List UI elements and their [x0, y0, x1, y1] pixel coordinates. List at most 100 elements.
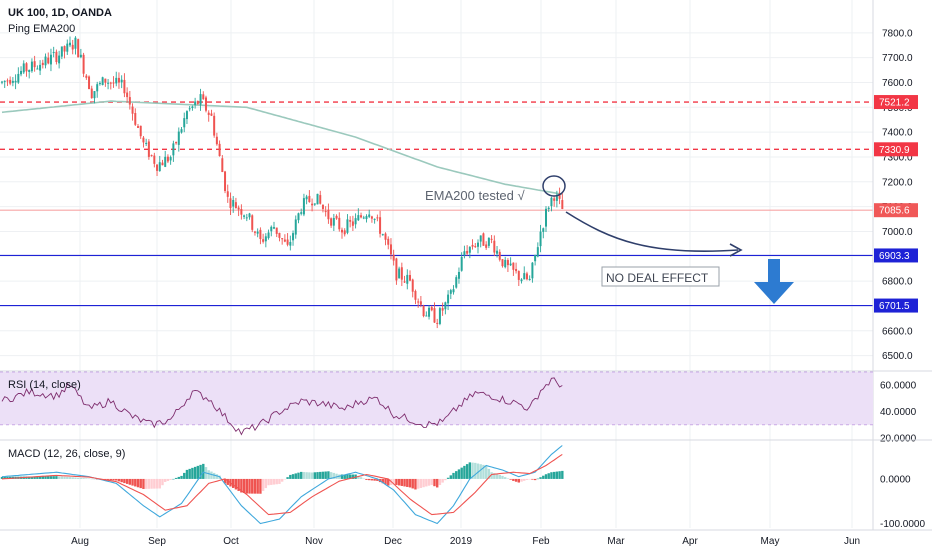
candle[interactable]: [145, 138, 148, 147]
candle[interactable]: [218, 140, 221, 157]
candle[interactable]: [273, 221, 275, 230]
price-pane[interactable]: EMA200 tested √ NO DEAL EFFECT UK 100, 1…: [0, 0, 873, 528]
candlesticks[interactable]: [1, 36, 564, 329]
candle[interactable]: [270, 225, 273, 237]
candle[interactable]: [327, 203, 330, 224]
candle[interactable]: [22, 60, 25, 75]
candle[interactable]: [487, 237, 490, 249]
candle[interactable]: [259, 227, 262, 245]
candle[interactable]: [120, 75, 123, 89]
candle[interactable]: [319, 190, 322, 205]
candle[interactable]: [343, 228, 346, 237]
candle[interactable]: [150, 154, 153, 157]
candle[interactable]: [172, 140, 175, 162]
candle[interactable]: [525, 271, 528, 281]
candle[interactable]: [14, 74, 17, 90]
candle[interactable]: [528, 275, 531, 281]
candle[interactable]: [6, 78, 9, 87]
candle[interactable]: [88, 75, 91, 90]
candle[interactable]: [226, 184, 229, 203]
candle[interactable]: [474, 243, 477, 248]
candle[interactable]: [419, 296, 422, 308]
candle[interactable]: [389, 238, 392, 260]
candle[interactable]: [452, 285, 455, 295]
candle[interactable]: [558, 187, 561, 205]
candle[interactable]: [164, 150, 167, 168]
candle[interactable]: [33, 55, 36, 72]
candle[interactable]: [550, 196, 553, 212]
candle[interactable]: [493, 235, 496, 256]
candle[interactable]: [479, 235, 482, 248]
candle[interactable]: [237, 205, 240, 217]
candle[interactable]: [63, 45, 66, 59]
candle[interactable]: [289, 235, 292, 251]
candle[interactable]: [232, 196, 235, 213]
candle[interactable]: [107, 78, 110, 90]
candle[interactable]: [292, 230, 295, 246]
candle[interactable]: [387, 236, 390, 250]
candle[interactable]: [517, 270, 520, 286]
candle[interactable]: [509, 257, 512, 267]
candle[interactable]: [128, 90, 131, 110]
candle[interactable]: [194, 97, 197, 109]
candle[interactable]: [39, 60, 42, 76]
candle[interactable]: [156, 164, 159, 177]
candle[interactable]: [169, 155, 172, 165]
candle[interactable]: [205, 95, 207, 113]
candle[interactable]: [221, 155, 224, 173]
candle[interactable]: [115, 71, 118, 87]
candle[interactable]: [55, 49, 58, 65]
candle[interactable]: [482, 232, 485, 246]
candle[interactable]: [335, 214, 338, 220]
candle[interactable]: [501, 259, 504, 268]
candle[interactable]: [403, 275, 406, 283]
candle[interactable]: [512, 262, 515, 276]
candle[interactable]: [417, 298, 420, 308]
candle[interactable]: [351, 215, 354, 232]
candle[interactable]: [547, 206, 550, 212]
candle[interactable]: [539, 224, 542, 253]
candle[interactable]: [324, 206, 327, 217]
candle[interactable]: [123, 73, 126, 98]
candle[interactable]: [126, 87, 129, 103]
candle[interactable]: [245, 213, 248, 222]
candle[interactable]: [147, 139, 150, 160]
candle[interactable]: [400, 262, 403, 287]
candle[interactable]: [79, 48, 82, 59]
candle[interactable]: [281, 238, 284, 245]
candle[interactable]: [278, 232, 281, 242]
candle[interactable]: [460, 252, 463, 272]
candle[interactable]: [384, 232, 387, 246]
candle[interactable]: [98, 81, 101, 86]
candle[interactable]: [166, 154, 169, 164]
candle[interactable]: [229, 192, 232, 216]
candle[interactable]: [477, 239, 479, 254]
candle[interactable]: [498, 249, 501, 262]
candle[interactable]: [52, 46, 55, 58]
candle[interactable]: [213, 112, 216, 138]
candle[interactable]: [496, 246, 499, 258]
candle[interactable]: [425, 311, 428, 317]
candle[interactable]: [248, 212, 251, 220]
candle[interactable]: [444, 301, 447, 315]
candle[interactable]: [180, 126, 183, 134]
candle[interactable]: [433, 302, 436, 324]
candle[interactable]: [468, 246, 471, 259]
candle[interactable]: [36, 65, 39, 70]
candle[interactable]: [158, 155, 161, 172]
candle[interactable]: [142, 135, 145, 148]
candle[interactable]: [515, 262, 518, 274]
candle[interactable]: [191, 105, 194, 111]
candle[interactable]: [381, 233, 384, 236]
candle[interactable]: [373, 218, 376, 224]
candle[interactable]: [294, 215, 297, 239]
candle[interactable]: [199, 88, 202, 111]
candle[interactable]: [215, 132, 218, 146]
candle[interactable]: [207, 110, 210, 122]
candle[interactable]: [332, 213, 335, 231]
candle[interactable]: [321, 204, 324, 213]
candle[interactable]: [441, 302, 444, 316]
candle[interactable]: [104, 78, 107, 87]
candle[interactable]: [3, 80, 6, 89]
candle[interactable]: [175, 141, 178, 145]
